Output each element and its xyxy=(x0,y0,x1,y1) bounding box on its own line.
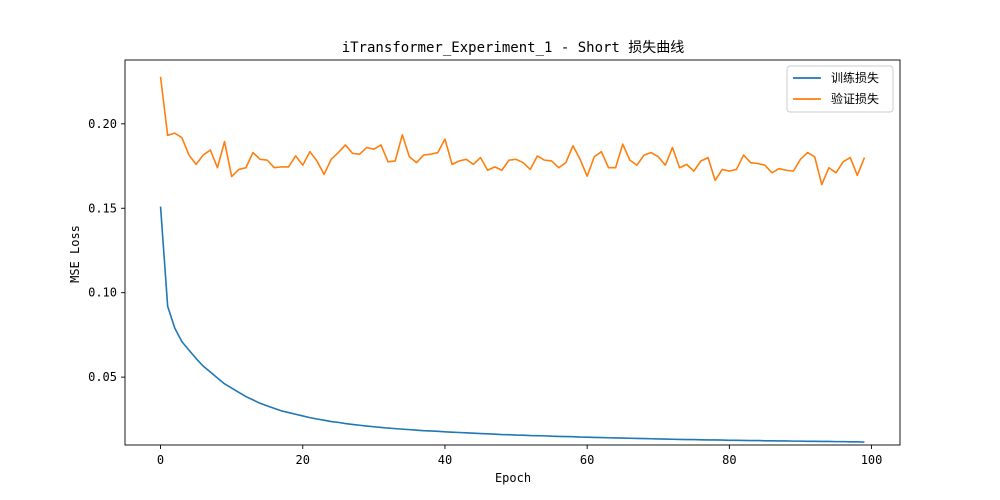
y-tick-label: 0.15 xyxy=(88,201,117,215)
legend-label-2: 验证损失 xyxy=(831,91,879,106)
chart-title: iTransformer_Experiment_1 - Short 损失曲线 xyxy=(342,40,685,56)
axis-ticks: 0 20 40 60 80 100 0.05 0.10 0.15 0.20 xyxy=(88,117,882,467)
y-axis-label: MSE Loss xyxy=(68,225,82,283)
x-axis-label: Epoch xyxy=(495,471,531,485)
x-tick-label: 40 xyxy=(438,453,452,467)
x-tick-label: 80 xyxy=(722,453,736,467)
series-line-2 xyxy=(159,76,866,186)
axes-frame xyxy=(124,59,901,446)
y-tick-label: 0.10 xyxy=(88,286,117,300)
plot-area xyxy=(124,59,901,446)
x-tick-label: 20 xyxy=(296,453,310,467)
x-tick-label: 0 xyxy=(157,453,164,467)
y-tick-label: 0.05 xyxy=(88,370,117,384)
x-tick-label: 60 xyxy=(580,453,594,467)
y-tick-label: 0.20 xyxy=(88,117,117,131)
series-line-1 xyxy=(159,206,865,443)
x-tick-label: 100 xyxy=(861,453,883,467)
legend-label-1: 训练损失 xyxy=(831,70,879,85)
